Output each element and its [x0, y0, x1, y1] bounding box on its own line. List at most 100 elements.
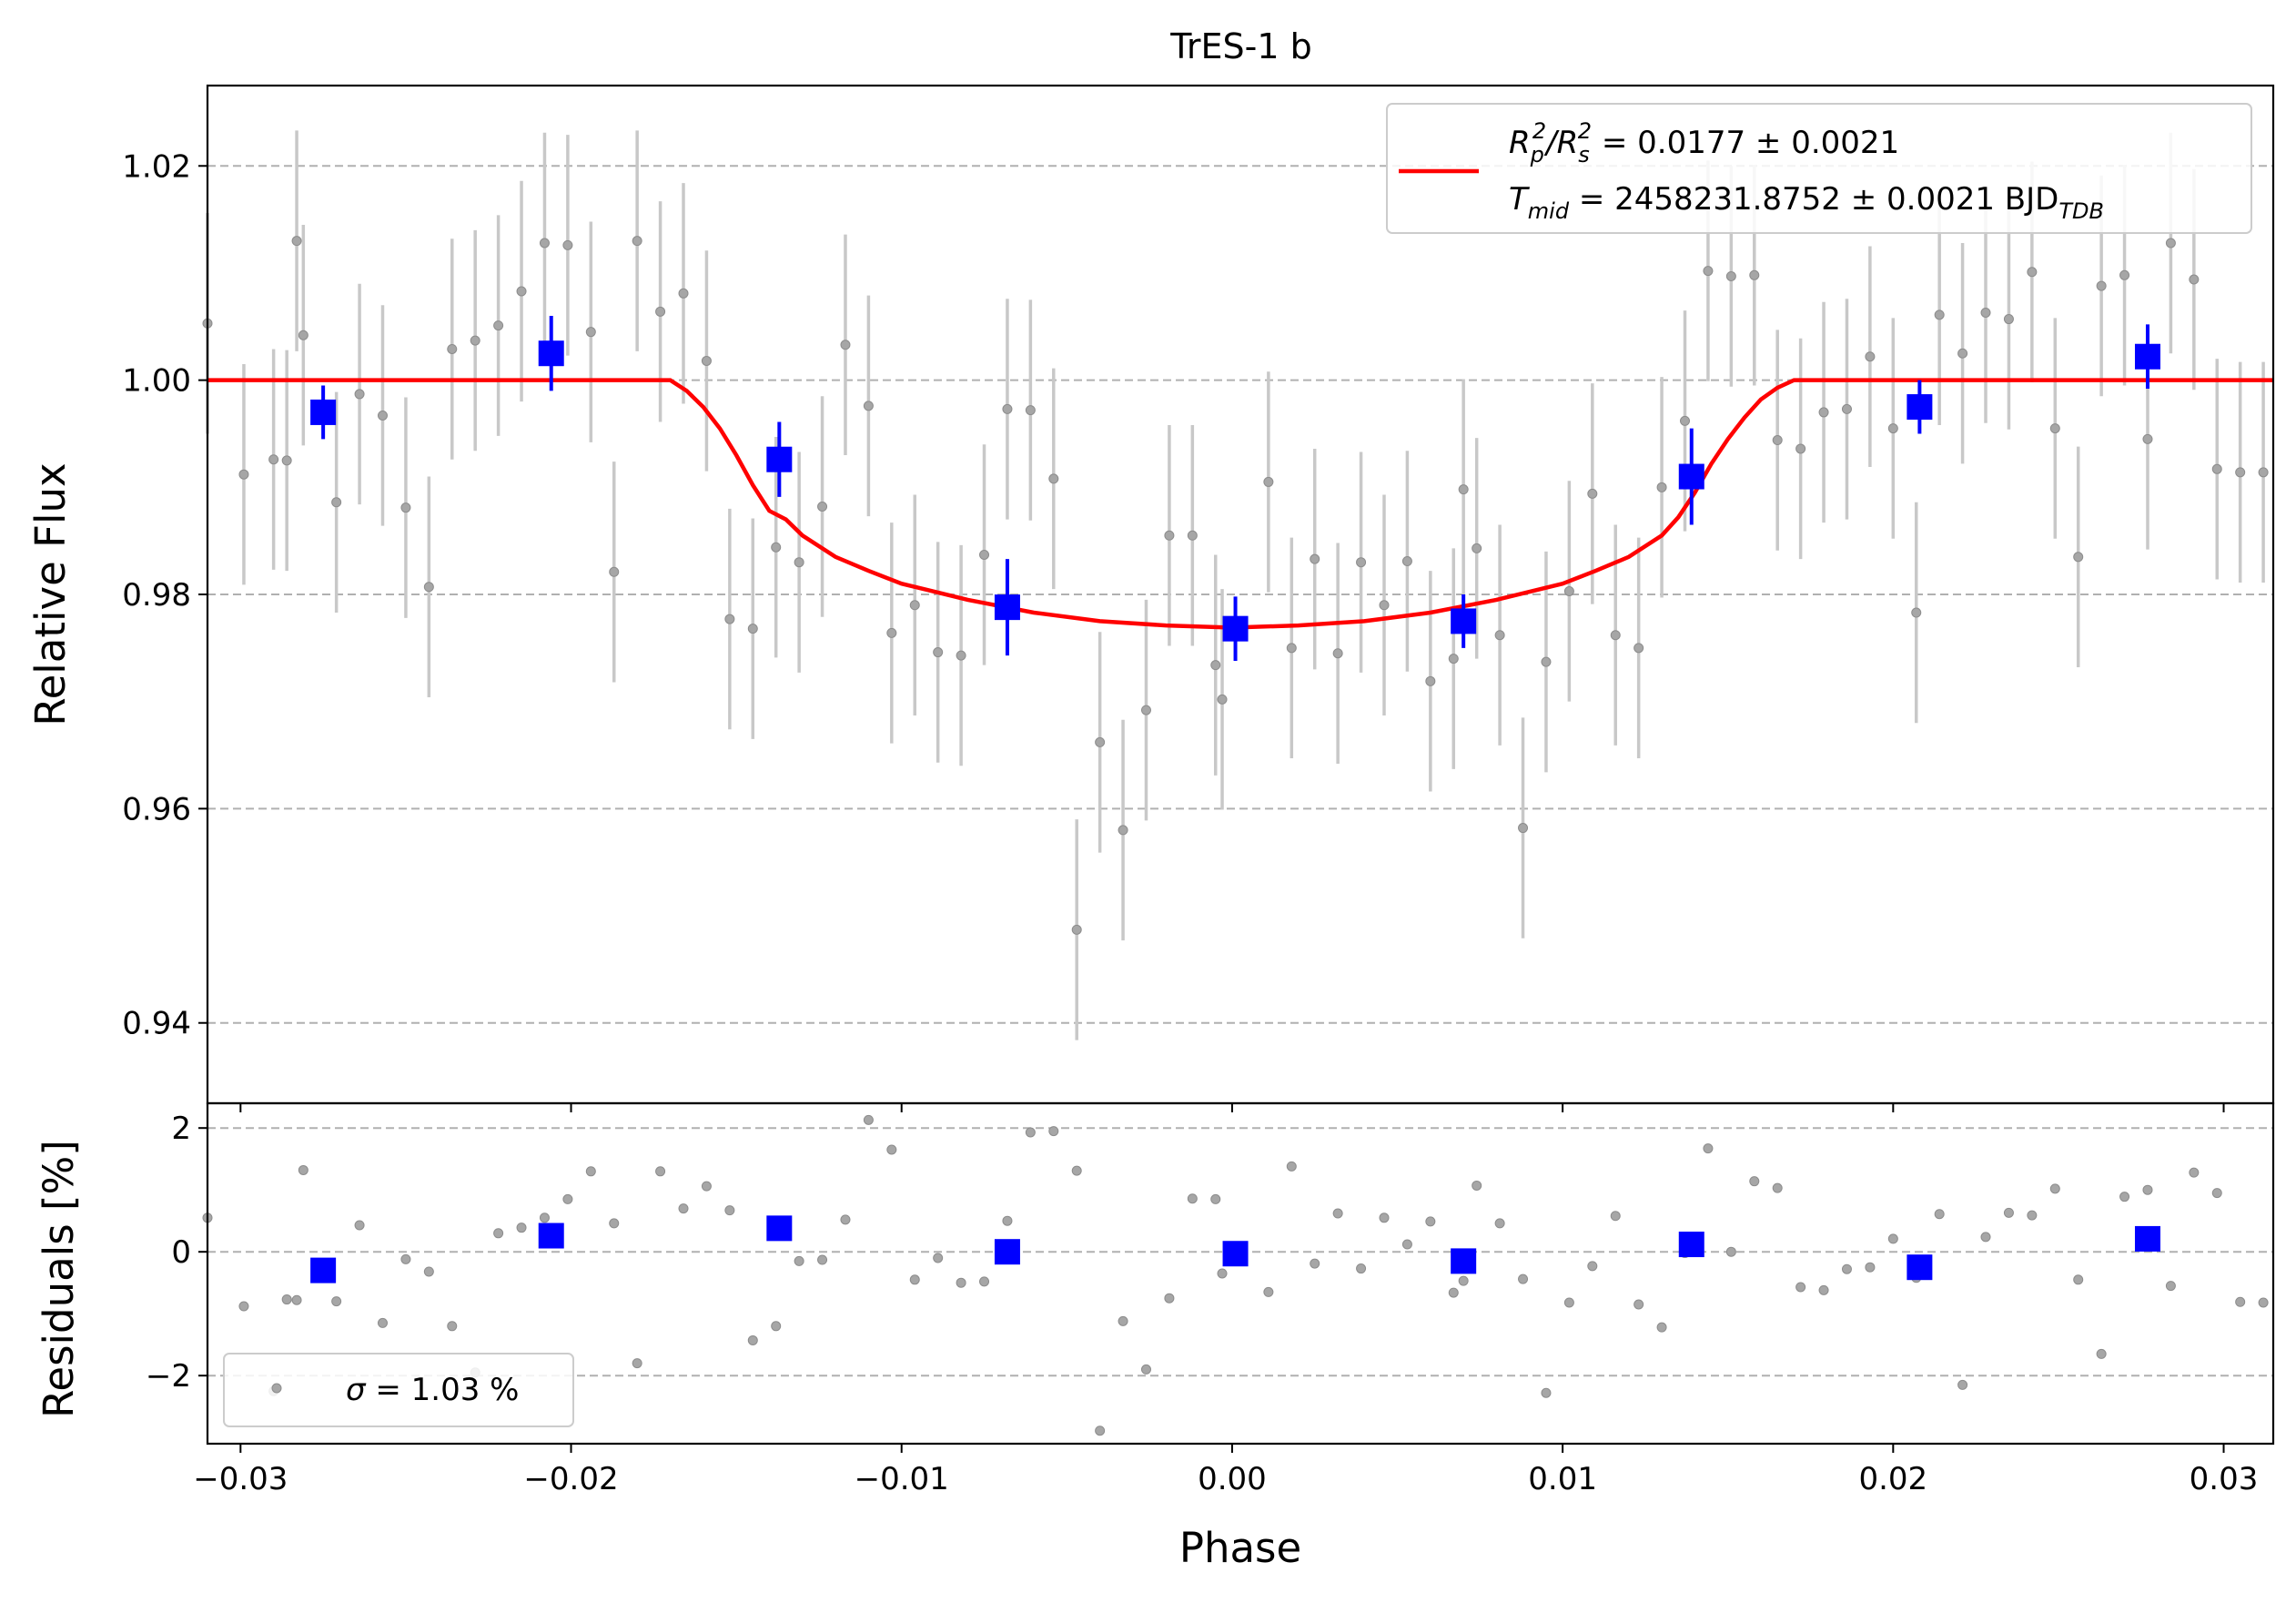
bottom-raw-point: [933, 1253, 944, 1263]
top-legend-box: [1386, 103, 2252, 234]
top-raw-point: [2096, 280, 2107, 291]
bottom-raw-point: [771, 1321, 782, 1332]
bottom-raw-point: [1310, 1258, 1320, 1269]
top-raw-point: [817, 501, 828, 512]
top-raw-point: [979, 549, 990, 560]
bottom-raw-point: [2235, 1296, 2246, 1307]
bottom-raw-point: [1025, 1127, 1036, 1138]
bottom-raw-point: [1425, 1216, 1436, 1227]
bottom-raw-point: [539, 1212, 550, 1223]
bottom-raw-point: [632, 1358, 642, 1369]
top-raw-point: [655, 306, 666, 317]
top-raw-point: [1795, 443, 1806, 454]
bottom-raw-point: [1118, 1315, 1128, 1326]
top-raw-point: [1957, 348, 1968, 359]
bottom-binned-points: [310, 1215, 2160, 1283]
top-raw-point: [268, 454, 279, 465]
top-raw-point: [724, 614, 735, 624]
bottom-raw-point: [609, 1218, 620, 1229]
top-raw-point: [1703, 266, 1714, 277]
bottom-raw-point: [1633, 1299, 1644, 1310]
top-raw-point: [933, 647, 944, 658]
top-raw-point: [747, 624, 758, 634]
bottom-x-tick-label: −0.02: [523, 1461, 618, 1497]
bottom-raw-point: [1541, 1387, 1552, 1398]
bottom-raw-point: [909, 1274, 920, 1285]
top-raw-point: [2049, 423, 2060, 434]
top-raw-point: [1911, 607, 1922, 618]
top-raw-point: [585, 327, 596, 338]
top-raw-point: [1610, 630, 1621, 641]
legend-r2: /R: [1543, 125, 1578, 161]
bottom-raw-point: [1401, 1239, 1412, 1250]
top-raw-point: [1472, 543, 1482, 553]
top-raw-point: [1379, 600, 1390, 611]
bottom-raw-point: [1217, 1268, 1228, 1279]
top-raw-point: [1841, 403, 1852, 414]
top-y-ticks: 0.94 0.96 0.98 1.00 1.02: [122, 148, 2225, 1112]
bottom-raw-point: [747, 1334, 758, 1345]
top-raw-point: [400, 502, 411, 513]
top-raw-point: [2073, 552, 2084, 563]
bottom-binned-point: [538, 1223, 564, 1249]
top-raw-point: [1071, 924, 1082, 935]
bottom-raw-point: [1458, 1275, 1469, 1286]
bottom-raw-point: [1818, 1284, 1829, 1295]
top-raw-point: [632, 236, 642, 247]
top-raw-point: [1818, 407, 1829, 418]
bottom-binned-point: [310, 1257, 337, 1283]
legend-r1-sub: p: [1530, 142, 1544, 167]
bottom-raw-point: [2027, 1210, 2038, 1221]
top-raw-point: [1865, 351, 1876, 362]
bottom-x-tick-label: 0.00: [1198, 1461, 1267, 1497]
top-raw-point: [539, 238, 550, 249]
top-raw-point: [1725, 270, 1736, 281]
top-raw-point: [1887, 423, 1898, 434]
legend-sigma-value: = 1.03 %: [366, 1372, 520, 1408]
bottom-raw-point: [298, 1164, 308, 1175]
bottom-raw-point: [2211, 1188, 2222, 1199]
bottom-raw-point: [1356, 1263, 1367, 1274]
top-raw-point: [1772, 435, 1783, 446]
top-raw-point: [1217, 694, 1228, 705]
top-raw-point: [678, 288, 689, 299]
bottom-raw-point: [2003, 1207, 2014, 1218]
bottom-raw-point: [1772, 1182, 1783, 1193]
bottom-raw-point: [2119, 1192, 2130, 1202]
top-raw-point: [493, 320, 504, 331]
bottom-binned-point: [1907, 1254, 1933, 1281]
legend-tmid: Tmid = 2458231.8752 ± 0.0021 BJDTDB: [1509, 181, 2104, 224]
top-raw-point: [771, 542, 782, 553]
bottom-binned-point: [994, 1239, 1020, 1265]
bottom-raw-point: [956, 1277, 966, 1288]
bottom-x-tick-label: −0.03: [193, 1461, 288, 1497]
top-raw-point: [423, 582, 434, 593]
bottom-raw-point: [886, 1144, 897, 1155]
top-raw-point: [1286, 643, 1297, 654]
bottom-axes-frame: [206, 1101, 2275, 1446]
top-raw-point: [1680, 415, 1691, 426]
top-raw-point: [1263, 476, 1274, 487]
top-raw-point: [1332, 648, 1343, 659]
bottom-raw-point: [493, 1228, 504, 1239]
top-raw-point: [794, 557, 804, 568]
bottom-raw-point: [377, 1317, 388, 1328]
top-raw-point: [1164, 530, 1175, 541]
legend-t-sub: mid: [1528, 198, 1570, 224]
top-raw-point: [447, 344, 458, 355]
bottom-y-tick-label: 0: [171, 1234, 191, 1271]
bottom-raw-point: [1934, 1209, 1945, 1220]
bottom-raw-point: [400, 1253, 411, 1264]
top-raw-point: [1401, 556, 1412, 567]
top-raw-point: [2235, 467, 2246, 478]
bottom-raw-point: [291, 1294, 302, 1305]
top-binned-points: [310, 316, 2160, 661]
bottom-raw-point: [281, 1294, 292, 1305]
top-raw-point: [2211, 463, 2222, 474]
legend-r1-sup: 2: [1532, 118, 1546, 144]
bottom-raw-point: [1095, 1425, 1106, 1436]
top-raw-point: [1656, 482, 1667, 492]
bottom-x-tick-label: 0.01: [1528, 1461, 1597, 1497]
legend-t: T: [1509, 181, 1530, 218]
bottom-raw-point: [1610, 1211, 1621, 1222]
